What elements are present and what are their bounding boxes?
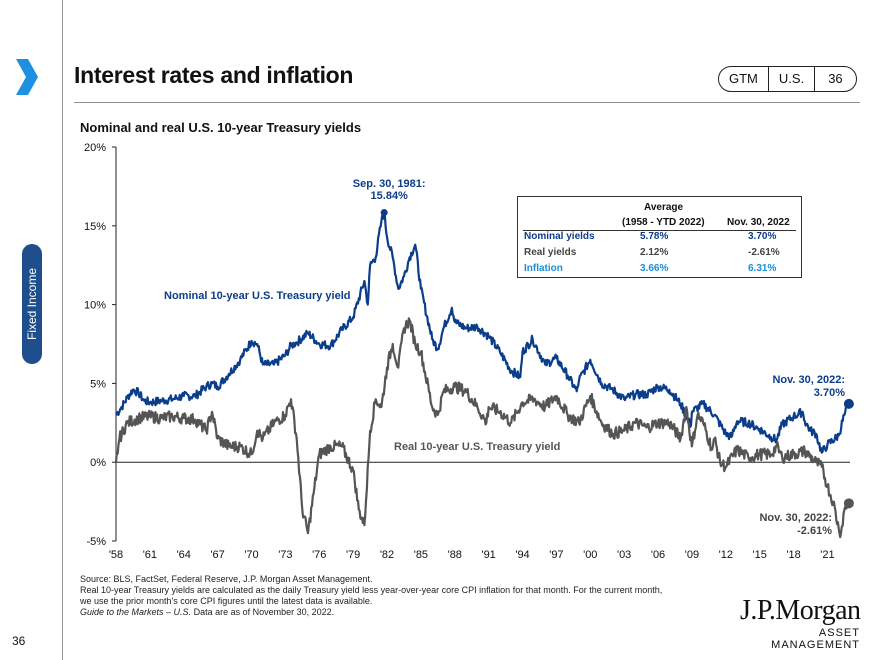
y-tick-label: 20% — [84, 142, 106, 154]
x-axis-ticks: '58 '61 '64 '67 '70 '73 '76 '79 '82 '85 '88 '91 '94 '… — [109, 549, 835, 561]
real-latest-marker — [843, 498, 854, 509]
x-tick-label: '79 — [346, 549, 360, 561]
x-tick-label: '03 — [617, 549, 631, 561]
table-row: Nominal yields 5.78% 3.70% — [518, 231, 801, 246]
left-margin-rule — [62, 0, 63, 660]
y-tick-label: 10% — [84, 300, 106, 312]
x-tick-label: '21 — [820, 549, 834, 561]
row-average: 5.78% — [640, 231, 669, 242]
nominal-yield-line — [115, 212, 850, 454]
real-latest-date: Nov. 30, 2022: — [759, 512, 832, 524]
footnotes: Source: BLS, FactSet, Federal Reserve, J… — [80, 574, 730, 618]
row-current: 6.31% — [748, 263, 777, 274]
chart-annotations: Sep. 30, 1981:15.84%Nov. 30, 2022:3.70%N… — [164, 178, 845, 537]
x-tick-label: '15 — [752, 549, 766, 561]
x-tick-label: '06 — [651, 549, 665, 561]
guide-title: Guide to the Markets – U.S. — [80, 607, 192, 617]
real-yield-line — [114, 317, 850, 539]
averages-table: Average (1958 - YTD 2022) Nov. 30, 2022 … — [517, 196, 802, 278]
x-tick-label: '58 — [109, 549, 123, 561]
row-average: 2.12% — [640, 247, 669, 258]
y-tick-label: 0% — [90, 457, 106, 469]
x-tick-label: '70 — [244, 549, 258, 561]
pill-gtm: GTM — [719, 67, 769, 91]
footnote-definition-cont: we use the prior month's core CPI figure… — [80, 596, 373, 606]
real-latest-value: -2.61% — [797, 525, 832, 537]
pill-page: 36 — [828, 71, 843, 86]
real-series-label: Real 10-year U.S. Treasury yield — [394, 441, 560, 453]
table-divider — [523, 230, 796, 231]
table-row: Real yields 2.12% -2.61% — [518, 247, 801, 262]
row-name: Inflation — [524, 263, 563, 274]
table-col-average: (1958 - YTD 2022) — [622, 217, 705, 228]
footnote-date: Guide to the Markets – U.S. Data are as … — [80, 607, 730, 618]
logo-subline: ASSET MANAGEMENT — [771, 627, 860, 651]
chevron-right-icon — [16, 59, 38, 95]
table-heading: Average — [644, 202, 684, 213]
logo-wordmark: J.P.Morgan — [740, 595, 861, 626]
pill-region: U.S. — [769, 67, 816, 91]
x-tick-label: '64 — [177, 549, 191, 561]
peak-annotation-value: 15.84% — [371, 190, 409, 202]
x-tick-label: '18 — [786, 549, 800, 561]
x-tick-label: '00 — [583, 549, 597, 561]
x-tick-label: '91 — [481, 549, 495, 561]
nominal-latest-value: 3.70% — [814, 387, 845, 399]
nominal-latest-date: Nov. 30, 2022: — [772, 374, 845, 386]
table-col-current: Nov. 30, 2022 — [727, 217, 790, 228]
page-title: Interest rates and inflation — [74, 62, 354, 88]
page-number: 36 — [12, 634, 26, 648]
nominal-series-label: Nominal 10-year U.S. Treasury yield — [164, 290, 350, 302]
x-tick-label: '88 — [448, 549, 462, 561]
x-tick-label: '97 — [549, 549, 563, 561]
title-divider — [74, 102, 860, 103]
x-tick-label: '09 — [685, 549, 699, 561]
x-tick-label: '61 — [143, 549, 157, 561]
x-tick-label: '76 — [312, 549, 326, 561]
series-lines — [114, 212, 850, 539]
section-pill: GTM U.S. 36 — [718, 66, 857, 92]
peak-annotation-date: Sep. 30, 1981: — [353, 178, 426, 190]
peak-1981-marker — [380, 209, 388, 217]
row-name: Real yields — [524, 247, 577, 258]
row-current: 3.70% — [748, 231, 777, 242]
table-row: Inflation 3.66% 6.31% — [518, 263, 801, 278]
series-markers — [380, 209, 854, 509]
row-current: -2.61% — [748, 247, 780, 258]
x-tick-label: '73 — [278, 549, 292, 561]
section-side-tab: Fixed Income — [22, 244, 42, 364]
nominal-latest-marker — [843, 398, 854, 409]
row-name: Nominal yields — [524, 231, 595, 242]
x-tick-label: '82 — [380, 549, 394, 561]
footnote-definition: Real 10-year Treasury yields are calcula… — [80, 585, 663, 595]
y-axis-ticks: -5% 0% 5% 10% 15% 20% — [84, 142, 116, 548]
chart-subtitle: Nominal and real U.S. 10-year Treasury y… — [80, 120, 362, 135]
y-tick-label: -5% — [86, 536, 106, 548]
x-tick-label: '94 — [515, 549, 529, 561]
data-as-of: Data are as of November 30, 2022. — [191, 607, 335, 617]
footnote-source: Source: BLS, FactSet, Federal Reserve, J… — [80, 574, 373, 584]
x-tick-label: '67 — [210, 549, 224, 561]
x-tick-label: '12 — [719, 549, 733, 561]
row-average: 3.66% — [640, 263, 669, 274]
x-tick-label: '85 — [414, 549, 428, 561]
y-tick-label: 15% — [84, 221, 106, 233]
jpmorgan-logo: J.P.Morgan ASSET MANAGEMENT — [740, 595, 861, 652]
y-tick-label: 5% — [90, 378, 106, 390]
